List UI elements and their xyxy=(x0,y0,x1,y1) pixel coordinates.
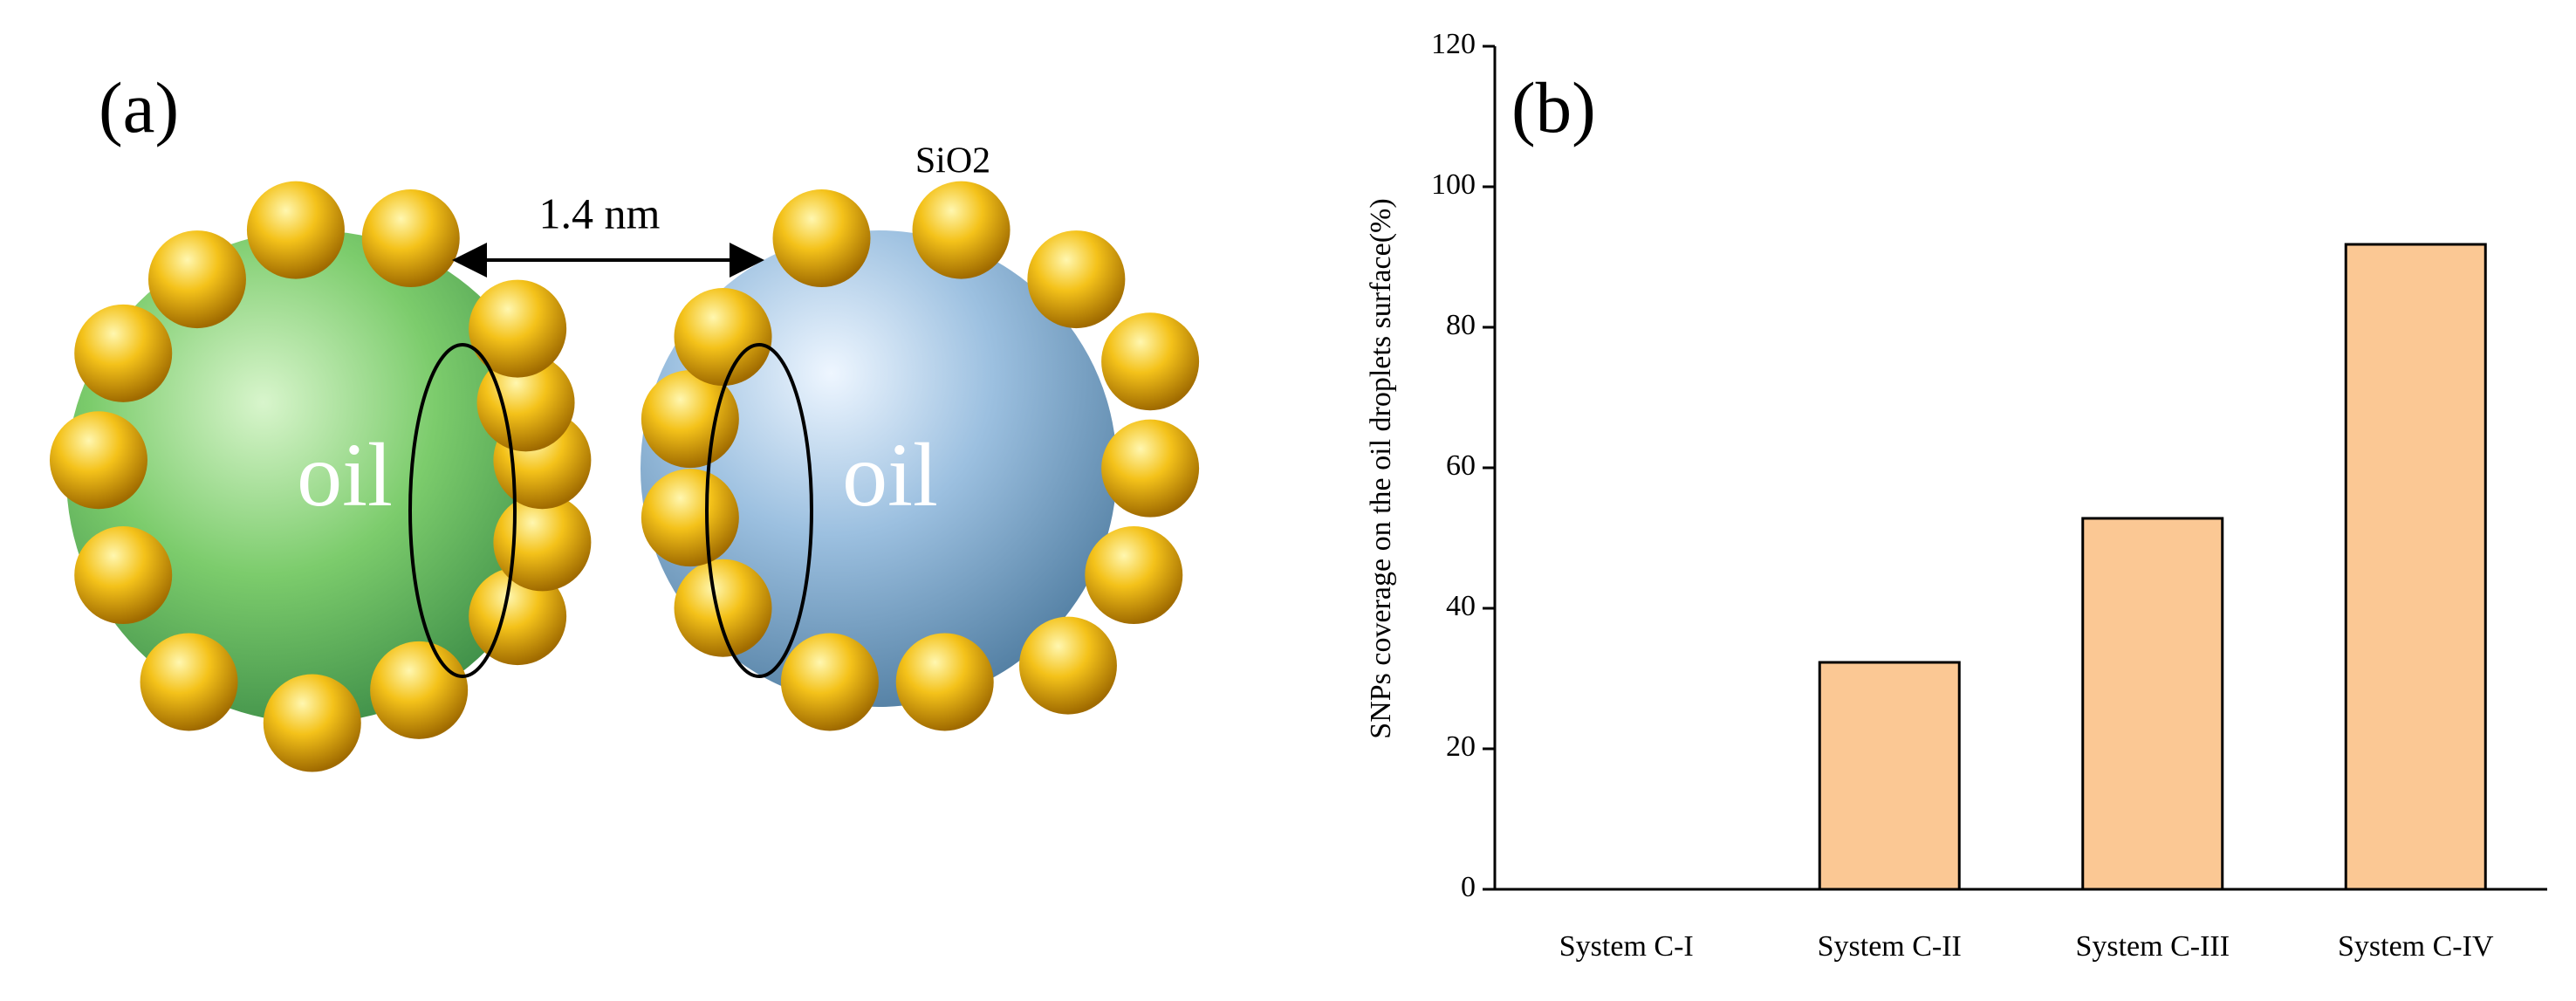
nanoparticle xyxy=(74,526,173,625)
y-axis-label: SNPs coverage on the oil droplets surfac… xyxy=(1365,198,1397,738)
panel-label: (a) xyxy=(99,67,179,147)
nanoparticle xyxy=(246,181,345,279)
y-tick-label: 40 xyxy=(1446,590,1476,622)
x-tick-label: System C-I xyxy=(1559,930,1694,963)
bar xyxy=(2344,243,2487,891)
nanoparticle xyxy=(49,411,147,510)
nanoparticle xyxy=(370,641,469,739)
x-tick-label: System C-IV xyxy=(2338,930,2494,963)
nanoparticle xyxy=(361,189,460,288)
y-tick-label: 80 xyxy=(1446,309,1476,341)
diagram: (a) oil oil 1.4 nm SiO2 xyxy=(49,67,1200,772)
nanoparticle xyxy=(772,189,871,288)
nanoparticle xyxy=(140,633,238,731)
nanoparticle xyxy=(780,633,879,731)
ring xyxy=(408,343,517,678)
y-tick-label: 0 xyxy=(1461,871,1476,903)
y-tick-label: 60 xyxy=(1446,449,1476,482)
droplet-label: oil xyxy=(297,425,393,525)
oil-droplet xyxy=(66,230,558,723)
nanoparticle xyxy=(1018,616,1117,715)
panel-label: (b) xyxy=(1511,67,1596,147)
y-tick-label: 20 xyxy=(1446,730,1476,763)
nanoparticle xyxy=(147,230,246,329)
x-tick-label: System C-II xyxy=(1818,930,1962,963)
distance-label: 1.4 nm xyxy=(539,189,661,237)
nanoparticle xyxy=(74,304,173,402)
y-tick-label: 120 xyxy=(1431,28,1476,60)
nanoparticle xyxy=(912,181,1011,279)
nanoparticle xyxy=(674,288,772,387)
nanoparticle xyxy=(469,279,567,378)
nanoparticle xyxy=(674,559,772,657)
nanoparticle xyxy=(1027,230,1126,329)
bar-chart: (b) SNPs coverage on the oil droplets su… xyxy=(1365,28,2547,963)
nanoparticle xyxy=(493,493,592,592)
nanoparticle xyxy=(1085,526,1183,625)
bar xyxy=(2081,517,2224,891)
nanoparticle xyxy=(263,674,361,772)
particle-label: SiO2 xyxy=(915,141,990,182)
nanoparticle xyxy=(641,469,739,567)
nanoparticle xyxy=(1101,312,1200,411)
y-tick-label: 100 xyxy=(1431,168,1476,201)
ring xyxy=(705,343,813,678)
x-tick-label: System C-III xyxy=(2075,930,2230,963)
nanoparticle xyxy=(641,370,739,469)
nanoparticle xyxy=(1101,419,1200,518)
nanoparticle xyxy=(476,353,575,452)
bar xyxy=(1818,661,1961,891)
nanoparticle xyxy=(895,633,994,731)
droplet-label: oil xyxy=(842,425,938,525)
